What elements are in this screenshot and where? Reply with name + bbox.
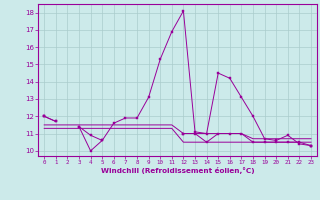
- X-axis label: Windchill (Refroidissement éolien,°C): Windchill (Refroidissement éolien,°C): [101, 167, 254, 174]
